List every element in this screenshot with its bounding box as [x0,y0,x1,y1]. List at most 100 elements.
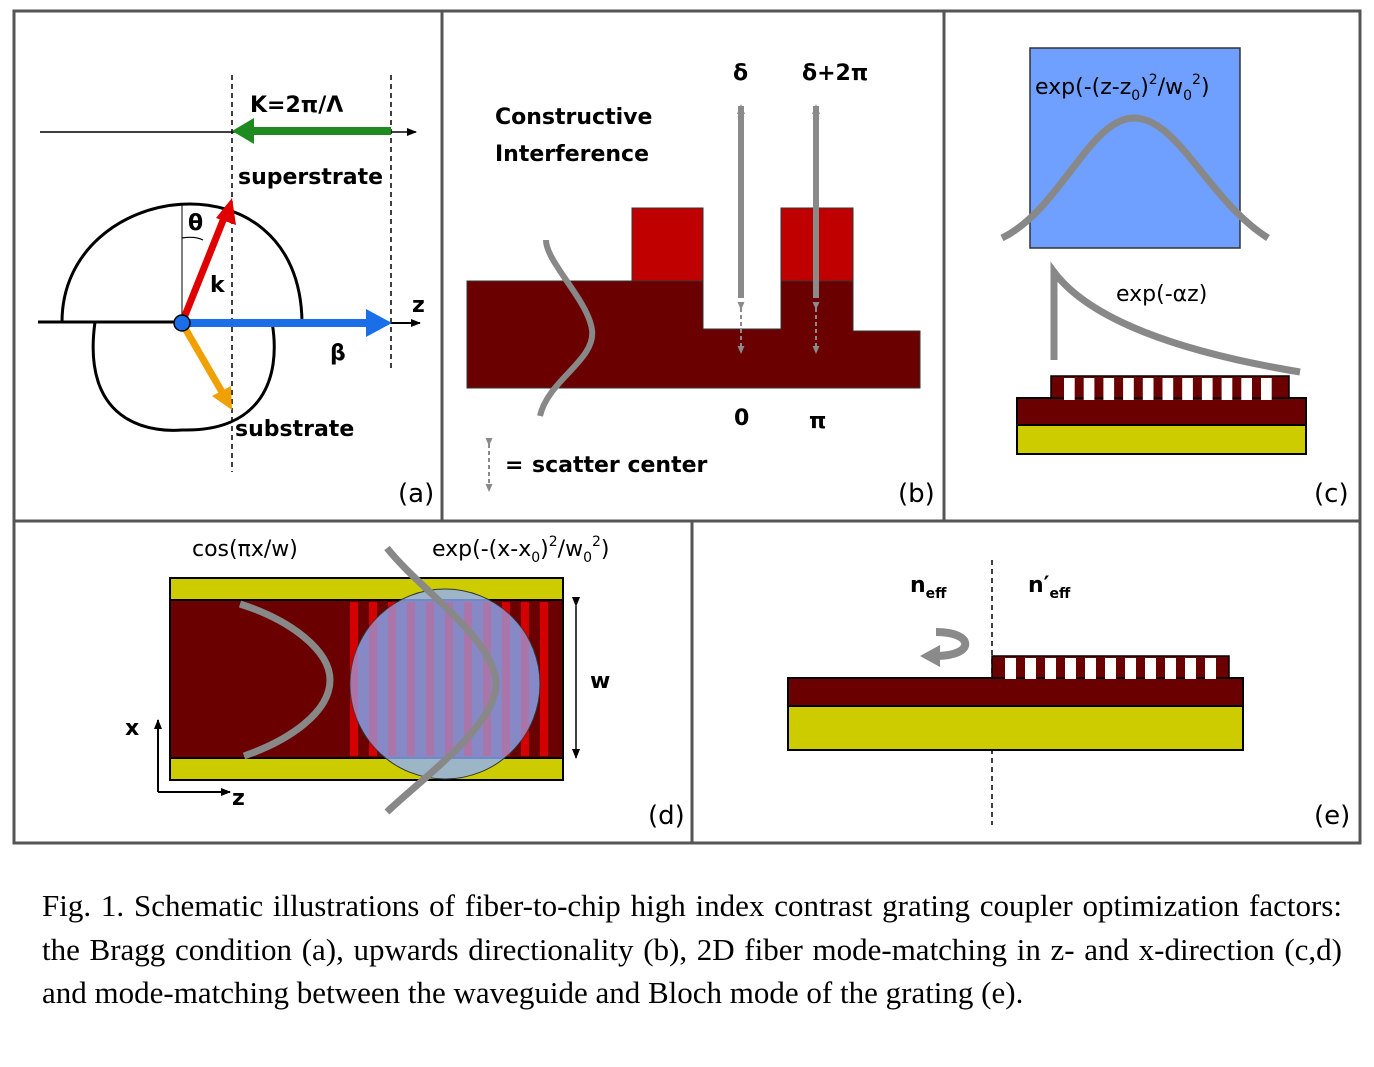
panel-e-tag: (e) [1314,801,1350,831]
grating-line-overlay [369,602,377,756]
substrate-label: substrate [235,417,354,442]
grating-groove [1123,378,1134,400]
k-label: k [210,273,226,298]
gaussian-x-profile [384,545,500,815]
grating-groove [1025,658,1036,679]
gaussian-z-label: exp(-(z-z0)2/w02) [1035,72,1210,104]
K-vector-head [232,118,254,144]
grating-groove [1241,378,1252,400]
grating-line-overlay [407,602,415,756]
grating-line-overlay [521,602,529,756]
superstrate-half-circle [60,202,304,323]
reflection-arrow-head [920,645,940,667]
tooth-left [631,207,704,282]
superstrate-label: superstrate [238,165,383,190]
legend-text: scatter center [532,453,708,478]
guided-mode-profile [537,239,596,417]
panel-d: w x z cos(πx/w) exp(-(x-x0)2/w02) (d) [125,534,685,831]
grating-line [540,602,548,756]
panel-b: δ δ+2π Constructive Interference 0 π = s… [466,61,935,509]
panel-c: exp(-(z-z0)2/w02) exp(-αz) (c) [1000,47,1349,509]
panel-b-tag: (b) [898,479,935,509]
grating-groove [1205,658,1216,679]
n-eff-label: neff [910,573,947,602]
fiber-mode-box [1029,47,1241,249]
grating-teeth [991,655,1230,679]
grating-line-overlay [502,602,510,756]
fiber-mode-spot [349,588,541,780]
panel-a-tag: (a) [398,479,434,509]
grating-groove [1045,658,1056,679]
z-axis-label: z [232,786,245,811]
grating-line-overlay [426,602,434,756]
grating-groove [1064,378,1075,400]
phase-pi-label: π [809,409,826,434]
grating-line-overlay [464,602,472,756]
theta-arc [181,236,204,241]
grating-groove [1185,658,1196,679]
legend-equals: = [505,453,523,478]
w-label: w [590,669,610,694]
z-axis-label: z [412,293,425,318]
waveguide-body [466,280,921,389]
gaussian-profile [1000,114,1270,242]
reflected-vector-head [212,386,232,410]
panel-frames [12,9,1362,845]
delta-2pi-label: δ+2π [802,61,868,86]
grating-groove [1182,378,1193,400]
substrate-layer [787,705,1244,751]
panel-a: K=2π/Λ z β θ k superstrate substrate (a) [38,75,434,509]
grating-line-overlay [445,602,453,756]
n-prime-eff-label: n′eff [1028,573,1071,602]
phase-zero-label: 0 [734,406,749,431]
exponential-decay-profile [1050,261,1301,376]
gaussian-x-label: exp(-(x-x0)2/w02) [432,534,610,566]
beta-vector-head [366,309,392,337]
grating-line-overlay [350,602,358,756]
grating-groove [1165,658,1176,679]
k-vector [178,211,230,325]
k-vector-head [216,198,236,225]
x-axis-label: x [125,716,139,741]
reflected-vector [178,321,226,394]
substrate-half-ellipse [91,321,276,432]
cladding-bottom [169,757,564,781]
grating-groove [1065,658,1076,679]
figure-diagram: K=2π/Λ z β θ k superstrate substrate (a)… [12,9,1362,845]
grating-teeth [1050,375,1290,400]
grating-line-overlay [483,602,491,756]
cos-label: cos(πx/w) [192,537,298,562]
K-label: K=2π/Λ [250,93,343,118]
grating-groove [1162,378,1174,400]
theta-label: θ [188,211,203,236]
decay-label: exp(-αz) [1116,282,1207,307]
panel-d-tag: (d) [648,801,685,831]
cosine-profile [238,600,334,760]
grating-groove [1085,658,1096,679]
origin-dot [173,314,191,332]
panel-e: neff n′eff (e) [787,560,1350,831]
grating-groove [1125,658,1136,679]
waveguide-layer [787,677,1244,707]
grating-groove [1145,658,1156,679]
grating-groove [1201,378,1213,400]
grating-lines-overlay [350,602,529,756]
grating-groove [1103,378,1115,400]
grating-groove [1105,658,1116,679]
beta-label: β [330,341,346,366]
grating-line-overlay [388,602,396,756]
substrate-layer [1016,424,1307,455]
grating-groove [1221,378,1233,400]
interference-label: Interference [495,142,649,167]
delta-label: δ [733,61,748,86]
grating-groove [1142,378,1154,400]
cladding-top [169,577,564,601]
reflection-arrow [935,628,970,660]
grating-groove [1261,378,1272,400]
panel-c-tag: (c) [1314,479,1349,509]
grating-groove [1083,378,1095,400]
figure-caption: Fig. 1. Schematic illustrations of fiber… [42,888,1342,1010]
grating-groove [1005,658,1016,679]
waveguide-layer [1016,397,1307,426]
constructive-label: Constructive [495,105,652,130]
